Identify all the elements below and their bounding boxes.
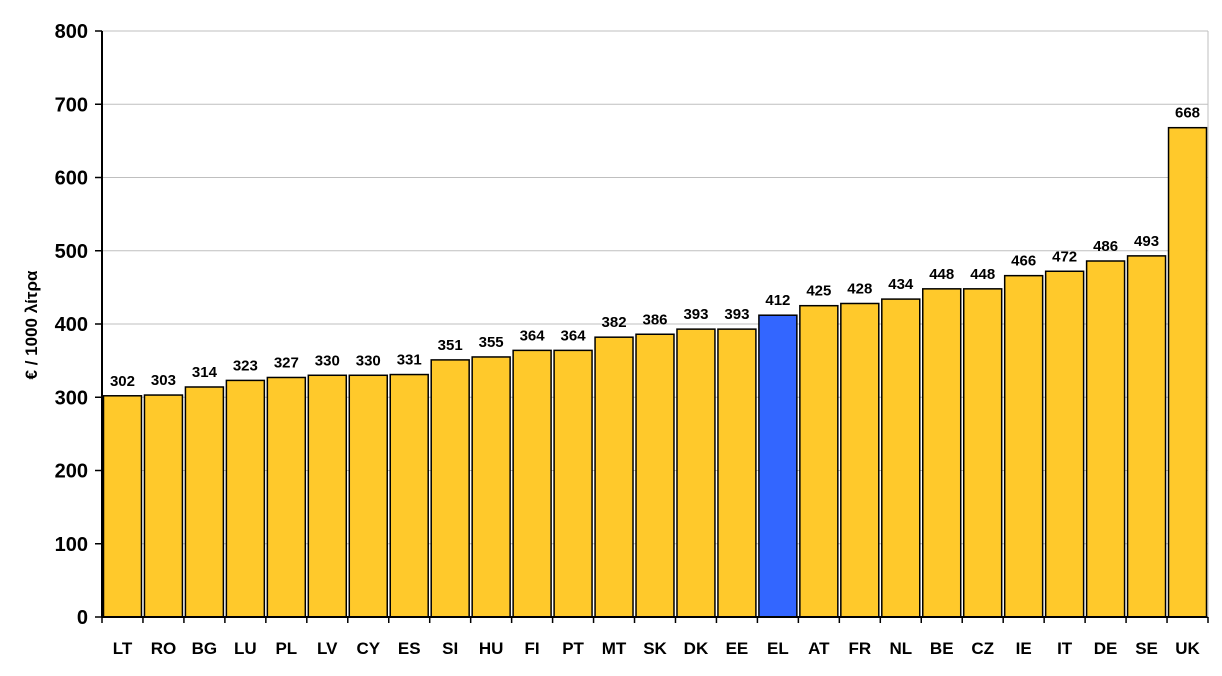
- bar-mt: [594, 336, 634, 618]
- y-axis-label: € / 1000 λίτρα: [22, 270, 41, 379]
- data-label-si: 351: [438, 337, 463, 354]
- x-tick-label-be: BE: [930, 639, 954, 658]
- bar-lt: [102, 395, 143, 618]
- x-tick-label-hu: HU: [479, 639, 504, 658]
- data-label-be: 448: [929, 266, 954, 283]
- data-label-fr: 428: [847, 280, 872, 297]
- data-label-lt: 302: [110, 373, 135, 390]
- axes: [95, 30, 1209, 623]
- bar-bg: [184, 386, 225, 618]
- x-tick-label-at: AT: [808, 639, 830, 658]
- x-tick-label-si: SI: [442, 639, 458, 658]
- bar-fr: [840, 302, 880, 618]
- data-label-se: 493: [1134, 233, 1159, 250]
- y-tick-labels: 0 100 200 300 400 500 600 700 800: [55, 21, 88, 629]
- data-label-uk: 668: [1175, 105, 1200, 122]
- bar-de: [1085, 260, 1126, 618]
- data-label-pl: 327: [274, 354, 299, 371]
- data-label-lu: 323: [233, 357, 258, 374]
- x-tick-label-de: DE: [1094, 639, 1118, 658]
- y-tick-label: 700: [55, 94, 88, 116]
- data-label-it: 472: [1052, 248, 1077, 265]
- x-tick-label-dk: DK: [684, 639, 709, 658]
- x-tick-label-fi: FI: [525, 639, 540, 658]
- y-tick-label: 400: [55, 314, 88, 336]
- bar-it: [1044, 270, 1085, 618]
- data-label-sk: 386: [642, 311, 667, 328]
- x-tick-label-ie: IE: [1016, 639, 1032, 658]
- data-label-at: 425: [806, 283, 831, 300]
- y-tick-label: 200: [55, 461, 88, 483]
- data-label-cy: 330: [356, 352, 381, 369]
- data-label-de: 486: [1093, 238, 1118, 255]
- data-label-pt: 364: [561, 327, 587, 344]
- data-label-el: 412: [765, 292, 790, 309]
- bar-el: [758, 314, 798, 618]
- bar-hu: [471, 356, 511, 618]
- data-label-lv: 330: [315, 352, 340, 369]
- x-tick-label-mt: MT: [602, 639, 627, 658]
- data-label-dk: 393: [683, 306, 708, 323]
- bar-si: [430, 359, 470, 618]
- data-label-hu: 355: [479, 334, 504, 351]
- x-tick-label-lt: LT: [113, 639, 133, 658]
- x-tick-label-cy: CY: [356, 639, 380, 658]
- x-tick-labels: LT RO BG LU PL LV CY ES SI HU FI PT MT SK DK EE EL AT FR NL…: [113, 639, 1201, 658]
- bar-be: [922, 288, 962, 618]
- y-tick-label: 800: [55, 21, 88, 43]
- data-label-mt: 382: [602, 314, 627, 331]
- bar-pl: [266, 376, 307, 618]
- x-tick-label-bg: BG: [192, 639, 218, 658]
- data-label-ro: 303: [151, 372, 176, 389]
- x-tick-label-pl: PL: [275, 639, 297, 658]
- bar-cz: [962, 288, 1003, 618]
- bar-ee: [717, 328, 757, 618]
- data-label-es: 331: [397, 352, 422, 369]
- bar-cy: [348, 374, 388, 618]
- bar-lv: [307, 374, 348, 618]
- y-tick-label: 100: [55, 534, 88, 556]
- x-tick-label-ro: RO: [151, 639, 177, 658]
- x-tick-label-fr: FR: [848, 639, 871, 658]
- data-label-fi: 364: [520, 327, 546, 344]
- bar-at: [799, 304, 839, 618]
- y-tick-label: 0: [77, 607, 88, 629]
- y-tick-label: 500: [55, 241, 88, 263]
- bars: [102, 126, 1208, 618]
- x-tick-label-nl: NL: [889, 639, 912, 658]
- bar-ie: [1003, 274, 1044, 618]
- bar-se: [1126, 255, 1167, 618]
- x-tick-label-it: IT: [1057, 639, 1073, 658]
- bar-pt: [553, 349, 593, 618]
- x-tick-label-es: ES: [398, 639, 421, 658]
- data-label-ie: 466: [1011, 253, 1036, 270]
- x-tick-label-cz: CZ: [971, 639, 994, 658]
- data-labels: 302 303 314 323 327 330 330 331 351 355 364 364 382 3…: [110, 105, 1200, 390]
- y-tick-label: 600: [55, 168, 88, 190]
- bar-dk: [676, 328, 716, 618]
- x-tick-label-se: SE: [1135, 639, 1158, 658]
- x-tick-label-lu: LU: [234, 639, 257, 658]
- bar-lu: [225, 379, 266, 618]
- bar-fi: [512, 349, 552, 618]
- data-label-nl: 434: [888, 276, 914, 293]
- x-tick-label-lv: LV: [317, 639, 338, 658]
- x-tick-label-ee: EE: [726, 639, 749, 658]
- x-tick-label-el: EL: [767, 639, 789, 658]
- bar-ro: [143, 394, 184, 618]
- data-label-bg: 314: [192, 364, 218, 381]
- bar-es: [389, 373, 429, 618]
- bar-nl: [881, 298, 921, 618]
- bar-sk: [635, 333, 675, 618]
- data-label-cz: 448: [970, 266, 995, 283]
- y-tick-label: 300: [55, 387, 88, 409]
- data-label-ee: 393: [724, 306, 749, 323]
- bar-uk: [1167, 126, 1208, 618]
- x-tick-label-uk: UK: [1175, 639, 1200, 658]
- x-tick-label-pt: PT: [562, 639, 584, 658]
- x-tick-label-sk: SK: [643, 639, 667, 658]
